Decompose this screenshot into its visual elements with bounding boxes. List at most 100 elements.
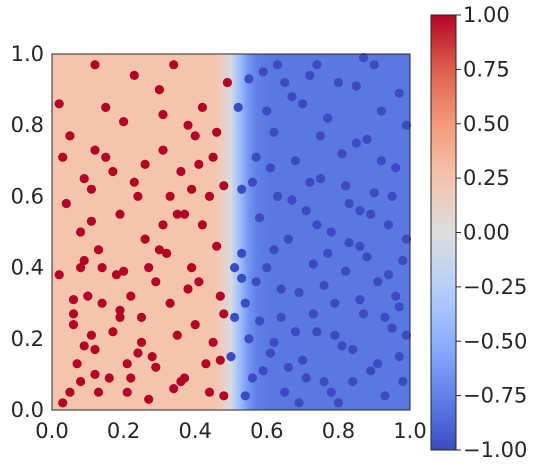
y-tick-label: 0.6 (11, 184, 44, 208)
scatter-point (326, 227, 336, 237)
scatter-point (212, 127, 222, 137)
scatter-point (54, 99, 64, 109)
scatter-point (247, 373, 258, 383)
scatter-point (215, 355, 225, 365)
y-tick-label: 0.2 (11, 327, 44, 351)
colorbar-tick-label: 1.00 (463, 3, 510, 27)
scatter-point (283, 362, 293, 372)
scatter-point (387, 323, 397, 333)
scatter-point (158, 109, 168, 120)
scatter-point (401, 330, 411, 340)
scatter-point (208, 337, 218, 347)
scatter-point (119, 266, 129, 276)
scatter-point (337, 341, 347, 351)
scatter-point (351, 138, 361, 148)
colorbar-tick-label: 0.25 (463, 166, 510, 190)
scatter-point (126, 291, 136, 301)
scatter-point (312, 220, 322, 230)
scatter-point (315, 131, 326, 141)
scatter-point (265, 348, 275, 358)
scatter-point (369, 60, 379, 70)
scatter-point (108, 166, 118, 177)
scatter-point (222, 77, 232, 88)
scatter-point (276, 312, 286, 322)
scatter-point (312, 60, 322, 70)
scatter-point (79, 174, 89, 184)
scatter-point (401, 234, 411, 244)
scatter-point (154, 245, 164, 255)
scatter-point (319, 376, 329, 387)
scatter-point (287, 195, 297, 205)
scatter-point (355, 241, 365, 251)
scatter-point (86, 184, 96, 194)
scatter-point (230, 312, 240, 322)
scatter-point (165, 298, 175, 308)
y-tick-label: 1.0 (11, 42, 44, 66)
scatter-point (101, 152, 111, 162)
scatter-point (391, 163, 401, 173)
scatter-point (401, 120, 411, 130)
scatter-point (76, 376, 86, 387)
scatter-point (86, 330, 96, 340)
scatter-point (358, 53, 369, 63)
scatter-point (90, 60, 100, 70)
x-tick-label: 0.4 (178, 419, 211, 443)
scatter-point (247, 177, 258, 187)
x-tick-label: 0.6 (250, 419, 283, 443)
scatter-point (391, 291, 401, 301)
scatter-point (140, 159, 150, 169)
scatter-point (330, 298, 340, 308)
scatter-point (68, 309, 79, 319)
scatter-point (272, 191, 283, 201)
scatter-point (140, 234, 150, 244)
scatter-point (262, 106, 272, 116)
scatter-point (212, 241, 222, 251)
scatter-point (258, 67, 268, 77)
x-axis: 0.0 0.2 0.4 0.6 0.8 1.0 (35, 419, 426, 443)
scatter-point (90, 344, 100, 355)
scatter-point (219, 309, 229, 319)
y-tick-label: 0.4 (11, 256, 44, 280)
scatter-point (226, 352, 236, 362)
scatter-point (380, 312, 390, 322)
scatter-point (97, 298, 107, 308)
scatter-point (380, 391, 390, 401)
scatter-point (101, 102, 111, 112)
scatter-point (169, 384, 179, 394)
scatter-point (312, 327, 322, 337)
scatter-point (251, 152, 261, 162)
scatter-point (133, 191, 143, 201)
scatter-point (358, 309, 369, 319)
scatter-point (187, 263, 197, 273)
colorbar-tick-label: −0.50 (463, 329, 527, 353)
scatter-point (298, 99, 308, 109)
colorbar-tick-label: −0.25 (463, 275, 527, 299)
scatter-point (176, 376, 186, 387)
scatter-point (215, 291, 225, 301)
scatter-point (348, 344, 358, 355)
scatter-point (183, 284, 193, 294)
scatter-point (115, 209, 125, 219)
scatter-point (158, 220, 168, 230)
scatter-point (194, 159, 204, 169)
scatter-point (333, 398, 343, 408)
y-axis: 0.0 0.2 0.4 0.6 0.8 1.0 (11, 42, 44, 422)
scatter-point (144, 263, 154, 273)
scatter-point (280, 77, 290, 88)
scatter-point (151, 277, 161, 287)
scatter-point (58, 152, 68, 162)
scatter-point (201, 359, 211, 369)
scatter-point (79, 255, 89, 266)
scatter-point (351, 81, 361, 91)
scatter-point (255, 316, 265, 326)
scatter-point (251, 277, 261, 287)
scatter-points (54, 53, 411, 408)
scatter-point (387, 191, 397, 201)
scatter-point (93, 245, 104, 255)
scatter-point (244, 334, 254, 344)
scatter-point (187, 184, 197, 194)
scatter-point (136, 312, 147, 322)
scatter-point (111, 270, 121, 280)
scatter-point (65, 131, 75, 141)
scatter-point (290, 156, 300, 166)
